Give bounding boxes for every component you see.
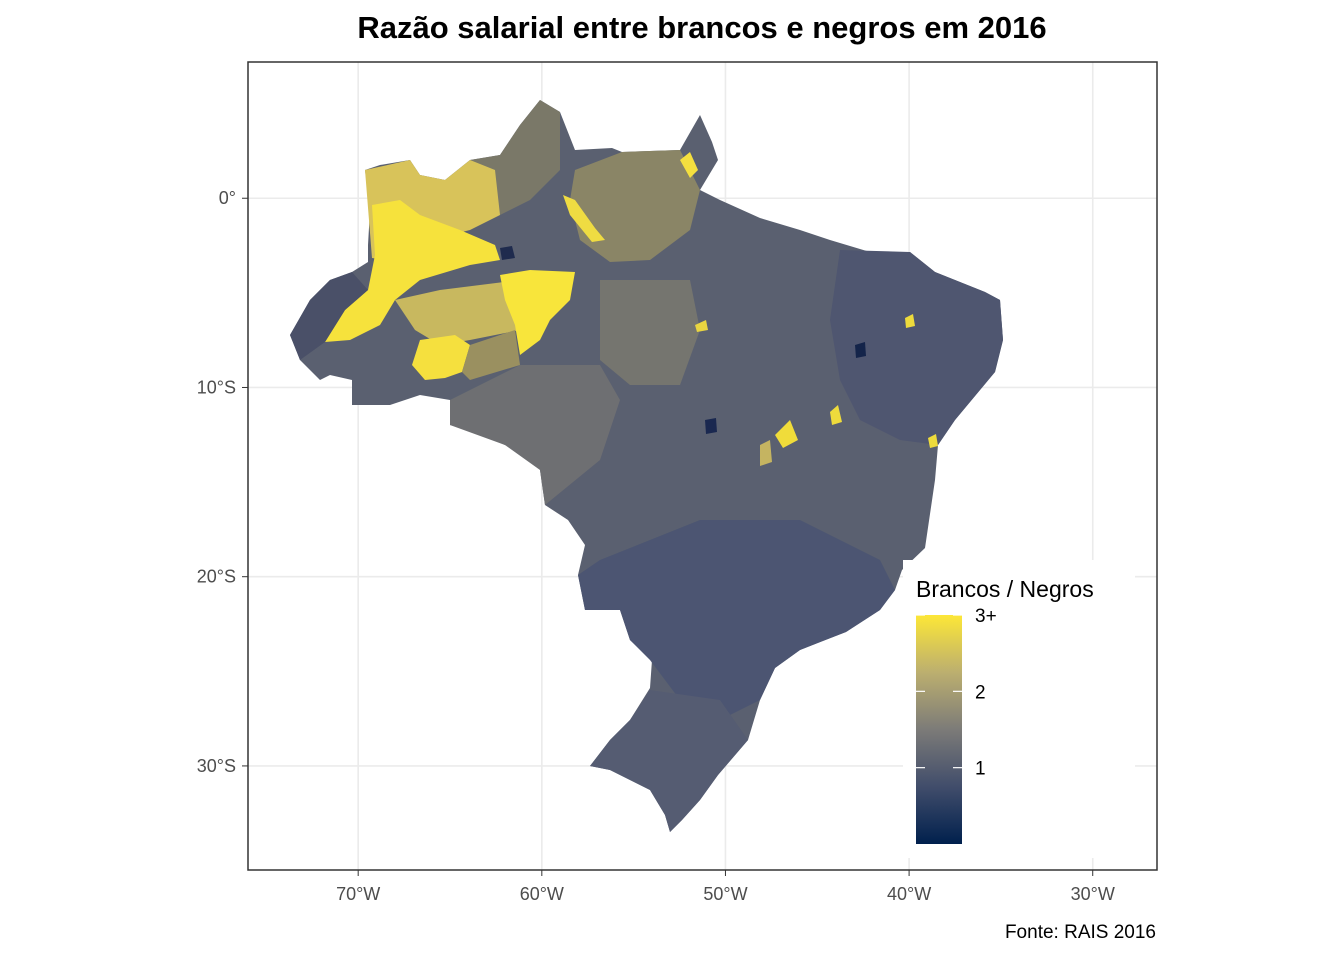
region-rondonia [462,330,520,380]
region-south [590,690,748,832]
region-acre [290,272,368,360]
region-ne-yellow-2 [830,405,842,425]
legend-ticks: 3+ 2 1 [916,606,997,780]
caption: Fonte: RAIS 2016 [1004,922,1156,943]
x-tick-label: 30°W [1071,884,1115,904]
region-para-yellow-dot [695,320,708,332]
region-ne-yellow-3 [928,434,938,448]
region-ne-yellow-1 [905,314,915,328]
legend-label: 2 [975,682,986,703]
legend-label: 1 [975,759,986,780]
region-amazonas-south [395,280,540,345]
region-bahia-yellow [775,420,798,448]
y-tick-label: 20°S [197,567,236,587]
region-northeast [830,250,1003,445]
region-amapa-yellow [680,152,698,178]
legend: Brancos / Negros 3+ 2 1 [903,560,1135,858]
x-tick-label: 40°W [887,884,931,904]
x-tick-label: 70°W [336,884,380,904]
region-ne-dark [855,342,866,358]
region-amazonas-yellow [325,200,500,342]
y-tick-label: 30°S [197,756,236,776]
y-tick-label: 10°S [197,377,236,397]
region-mt-dark [705,418,717,434]
legend-colorbar [916,615,962,844]
legend-title: Brancos / Negros [916,576,1094,602]
region-dark-amazonas [500,246,515,260]
x-tick-label: 50°W [703,884,747,904]
panel-border [247,61,1158,871]
region-para-yellow-strip [563,195,605,242]
x-tick-label: 60°W [520,884,564,904]
brazil-outline [290,100,1003,832]
page-title: Razão salarial entre brancos e negros em… [357,10,1047,45]
legend-label: 3+ [975,606,997,627]
region-para-olive [570,150,700,262]
brazil-map [290,100,1003,832]
region-bahia-olive [760,440,772,466]
axis-labels: 70°W 60°W 50°W 40°W 30°W 0° 10°S 20°S 30°S [197,188,1115,904]
region-para-center [600,280,700,385]
region-acre-rondonia-yellow [412,335,470,380]
region-southeast [578,520,895,720]
y-tick-label: 0° [219,188,236,208]
region-amazonas-east-yellow [500,270,575,355]
region-mato-grosso [450,365,620,505]
